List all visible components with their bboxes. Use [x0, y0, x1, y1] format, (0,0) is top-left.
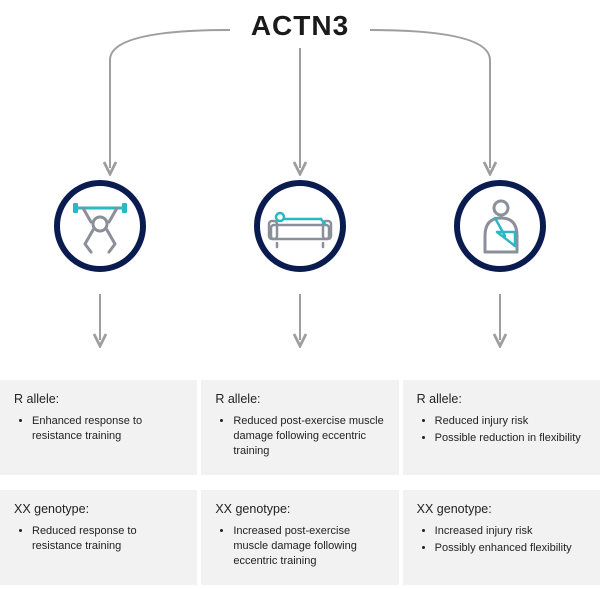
- box-label: XX genotype:: [417, 502, 586, 516]
- r-allele-box-training: R allele: Enhanced response to resistanc…: [0, 380, 197, 475]
- arrow-col3-down: [490, 290, 510, 350]
- xx-box-recovery: XX genotype: Increased post-exercise mus…: [201, 490, 398, 585]
- list-item: Reduced response to resistance training: [32, 524, 183, 554]
- bullet-list: Increased post-exercise muscle damage fo…: [215, 524, 384, 569]
- list-item: Reduced post-exercise muscle damage foll…: [233, 414, 384, 459]
- bullet-list: Enhanced response to resistance training: [14, 414, 183, 444]
- bullet-list: Reduced response to resistance training: [14, 524, 183, 554]
- bullet-list: Increased injury risk Possibly enhanced …: [417, 524, 586, 556]
- column-injury: [410, 180, 590, 350]
- list-item: Possible reduction in flexibility: [435, 431, 586, 446]
- xx-box-injury: XX genotype: Increased injury risk Possi…: [403, 490, 600, 585]
- box-label: XX genotype:: [14, 502, 183, 516]
- box-label: R allele:: [14, 392, 183, 406]
- couch-rest-icon: [254, 180, 346, 272]
- arrow-col2-down: [290, 290, 310, 350]
- list-item: Enhanced response to resistance training: [32, 414, 183, 444]
- list-item: Increased injury risk: [435, 524, 586, 539]
- bullet-list: Reduced injury risk Possible reduction i…: [417, 414, 586, 446]
- box-label: R allele:: [215, 392, 384, 406]
- icon-row: [0, 180, 600, 350]
- column-training: [10, 180, 190, 350]
- list-item: Reduced injury risk: [435, 414, 586, 429]
- bullet-list: Reduced post-exercise muscle damage foll…: [215, 414, 384, 459]
- xx-box-training: XX genotype: Reduced response to resista…: [0, 490, 197, 585]
- column-recovery: [210, 180, 390, 350]
- weightlifter-icon: [54, 180, 146, 272]
- arm-sling-icon: [454, 180, 546, 272]
- list-item: Increased post-exercise muscle damage fo…: [233, 524, 384, 569]
- r-allele-box-injury: R allele: Reduced injury risk Possible r…: [403, 380, 600, 475]
- arrow-title-to-col1: [0, 0, 600, 200]
- r-allele-box-recovery: R allele: Reduced post-exercise muscle d…: [201, 380, 398, 475]
- r-allele-row: R allele: Enhanced response to resistanc…: [0, 380, 600, 475]
- list-item: Possibly enhanced flexibility: [435, 541, 586, 556]
- arrow-col1-down: [90, 290, 110, 350]
- xx-genotype-row: XX genotype: Reduced response to resista…: [0, 490, 600, 585]
- box-label: R allele:: [417, 392, 586, 406]
- box-label: XX genotype:: [215, 502, 384, 516]
